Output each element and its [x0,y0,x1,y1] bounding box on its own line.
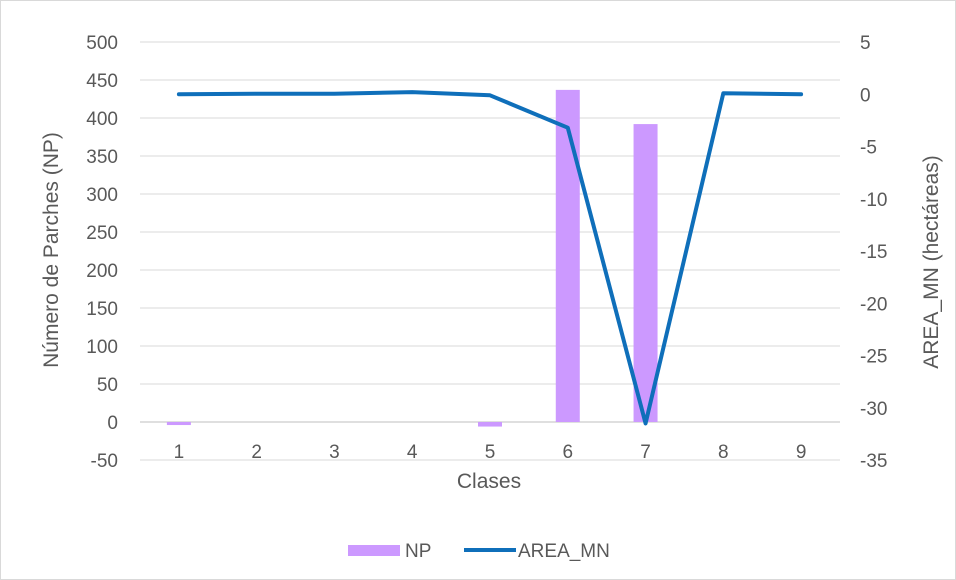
y-axis-right-title: AREA_MN (hectáreas) [920,155,943,369]
gridlines [140,41,840,461]
y2-tick-label: -35 [860,451,887,472]
area-mn-point-2 [256,93,258,95]
y-tick-label: 350 [86,147,118,168]
y2-tick-label: -25 [860,347,887,368]
x-tick-label: 5 [485,442,496,463]
legend-np-swatch [348,545,400,556]
area-mn-line [176,90,804,426]
y-axis-left-title: Número de Parches (NP) [40,132,63,368]
area-mn-point-4 [411,91,413,93]
y-tick-label: 150 [86,299,118,320]
area-mn-series-line [176,90,804,426]
x-axis-title: Clases [457,470,521,493]
y-tick-label: 300 [86,185,118,206]
area-mn-point-1 [178,93,180,95]
area-mn-point-3 [333,93,335,95]
x-tick-label: 1 [174,442,185,463]
x-tick-label: 9 [796,442,807,463]
y2-tick-label: -5 [860,138,877,159]
y2-tick-label: -30 [860,399,887,420]
y-tick-label: 400 [86,109,118,130]
y-tick-label: 500 [86,33,118,54]
x-tick-label: 6 [562,442,573,463]
y-axis-right-ticks: -35 -30 -25 -20 -15 -10 -5 0 5 [860,33,887,472]
y-tick-label: 200 [86,261,118,282]
y-tick-label: 250 [86,223,118,244]
y2-tick-label: -15 [860,242,887,263]
x-tick-label: 7 [640,442,651,463]
y2-tick-label: -20 [860,294,887,315]
y2-tick-label: -10 [860,190,887,211]
y-tick-label: 50 [97,375,118,396]
legend-area-mn-label: AREA_MN [518,541,610,562]
area-mn-point-6 [567,127,569,129]
x-tick-label: 8 [718,442,729,463]
y2-tick-label: 5 [860,33,871,54]
np-bar-5 [478,422,502,427]
y-tick-label: 100 [86,337,118,358]
y-axis-left-ticks: -50 0 50 100 150 200 250 300 350 400 450 500 [86,33,118,472]
x-axis-ticks: 1 2 3 4 5 6 7 8 9 [174,442,807,463]
np-bar-7 [633,124,658,422]
np-bar-1 [166,422,191,426]
area-mn-point-8 [722,92,724,94]
y-tick-label: 0 [107,413,118,434]
x-tick-label: 3 [329,442,340,463]
np-bar-6 [555,89,580,422]
y-tick-label: 450 [86,71,118,92]
np-bars [166,89,658,427]
area-mn-point-9 [800,93,802,95]
x-tick-label: 4 [407,442,418,463]
y2-tick-label: 0 [860,85,871,106]
x-tick-label: 2 [251,442,262,463]
area-mn-point-5 [489,94,491,96]
legend-np-label: NP [405,541,431,562]
area-mn-point-7 [645,422,647,424]
legend: NP AREA_MN [348,541,610,562]
y-tick-label: -50 [91,451,118,472]
